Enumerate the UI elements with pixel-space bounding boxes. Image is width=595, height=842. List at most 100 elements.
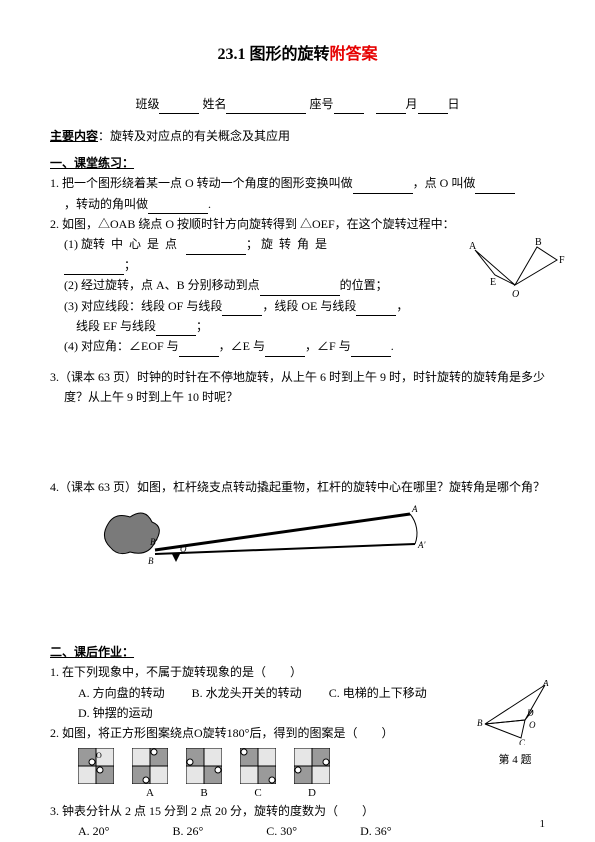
student-info-line: 班级 姓名 座号 月 日	[50, 94, 545, 114]
q1-t3: ，转动的角叫做	[50, 197, 148, 211]
lbl-A: A	[469, 241, 477, 252]
hw1-a: A. 方向盘的转动	[78, 683, 165, 703]
q2-3b1	[222, 302, 262, 316]
hw2-lblC: C	[240, 787, 276, 799]
lever-bar1	[155, 514, 410, 550]
q1-blank2	[475, 180, 515, 194]
q2-4b: ，∠E 与	[219, 339, 265, 353]
svg-text:B: B	[148, 556, 154, 566]
svg-text:O: O	[180, 544, 187, 554]
label-seat: 座号	[309, 97, 333, 111]
q2-3e: ；	[196, 319, 208, 333]
svg-text:B': B'	[150, 537, 158, 547]
q1-t1: 1. 把一个图形绕着某一点 O 转动一个角度的图形变换叫做	[50, 176, 353, 190]
q2-3b: ，线段 OE 与线段	[262, 299, 356, 313]
lbl-E: E	[490, 277, 496, 288]
q2-2-blank	[260, 282, 340, 296]
q4-workspace	[50, 586, 545, 636]
hw3-b: B. 26°	[172, 821, 203, 841]
lever-svg: B' B O A A'	[90, 502, 430, 572]
hw2-A: A	[132, 748, 168, 799]
lbl-F: F	[559, 255, 565, 266]
page-title: 23.1 图形的旋转附答案	[50, 40, 545, 64]
hw1-q: 1. 在下列现象中，不属于旋转现象的是（ ）	[50, 662, 545, 682]
q3-l2: 度？从上午 9 时到上午 10 时呢？	[50, 387, 545, 407]
label-name: 姓名	[202, 97, 226, 111]
hw2-orig: O	[78, 748, 114, 799]
q2-3b3	[156, 322, 196, 336]
q1-blank3	[148, 200, 208, 214]
hw2-lblD: D	[294, 787, 330, 799]
svg-text:B: B	[477, 718, 483, 728]
q3-workspace	[50, 407, 545, 477]
q2-4: (4) 对应角：∠EOF 与，∠E 与，∠F 与.	[50, 336, 545, 356]
tri-svg: A B D O C	[475, 680, 555, 745]
hw1-b: B. 水龙头开关的转动	[192, 683, 302, 703]
fig4-caption: 第 4 题	[475, 751, 555, 767]
q2-1b-blank	[186, 241, 246, 255]
q2-3b2	[356, 302, 396, 316]
q1-end: .	[208, 197, 211, 211]
q2-3d: 线段 EF 与线段	[76, 319, 156, 333]
figure-oab: A B E F O	[465, 235, 565, 309]
hw2-lblB: B	[186, 787, 222, 799]
label-month: 月	[406, 97, 418, 111]
q3-l1: 3.（课本 63 页）时钟的时针在不停地旋转，从上午 6 时到上午 9 时，时针…	[50, 367, 545, 387]
q2-4b2	[265, 343, 305, 357]
hw2-B: B	[186, 748, 222, 799]
hw1-c: C. 电梯的上下移动	[329, 683, 427, 703]
q3: 3.（课本 63 页）时钟的时针在不停地旋转，从上午 6 时到上午 9 时，时针…	[50, 367, 545, 408]
svg-text:A: A	[411, 504, 418, 514]
svg-text:A': A'	[417, 540, 426, 550]
q2-4b1	[179, 343, 219, 357]
svg-text:C: C	[519, 738, 526, 745]
svg-text:O: O	[96, 751, 102, 760]
hw3-a: A. 20°	[78, 821, 109, 841]
main-content-text: ：旋转及对应点的有关概念及其应用	[98, 129, 290, 143]
lbl-O: O	[512, 289, 519, 300]
q2-4d: .	[391, 339, 394, 353]
lbl-B: B	[535, 237, 542, 248]
section2-head: 二、课后作业：	[50, 642, 545, 662]
svg-text:D: D	[526, 708, 534, 718]
q2-4b3	[351, 343, 391, 357]
q2-1a: (1) 旋	[64, 237, 93, 251]
figure-lever: B' B O A A'	[90, 502, 545, 576]
blank-month	[376, 100, 406, 114]
hw2-lblA: A	[132, 787, 168, 799]
q2-1d: 旋转角是	[261, 237, 333, 251]
arc	[410, 514, 417, 544]
q1-t2: ，点 O 叫做	[413, 176, 476, 190]
q2-2a: (2) 经过旋转，点 A、B 分别移动到点	[64, 278, 260, 292]
hw3-d: D. 36°	[360, 821, 391, 841]
label-day: 日	[448, 97, 460, 111]
q1-blank1	[353, 180, 413, 194]
q2-3a: (3) 对应线段：线段 OF 与线段	[64, 299, 222, 313]
svg-text:A: A	[542, 680, 549, 688]
main-content-line: 主要内容：旋转及对应点的有关概念及其应用	[50, 126, 545, 146]
hw1-opts: A. 方向盘的转动 B. 水龙头开关的转动 C. 电梯的上下移动 D. 钟摆的运…	[50, 683, 545, 724]
hw2-D: D	[294, 748, 330, 799]
figure-q4-tri: A B D O C 第 4 题	[475, 680, 555, 767]
hw2-C: C	[240, 748, 276, 799]
oab-svg: A B E F O	[465, 235, 565, 305]
hw3-q: 3. 钟表分针从 2 点 15 分到 2 点 20 分，旋转的度数为（ ）	[50, 801, 545, 821]
label-class: 班级	[135, 97, 159, 111]
q2-1sp: 转中心是点	[93, 237, 183, 251]
blank-name	[226, 100, 306, 114]
main-content-label: 主要内容	[50, 129, 98, 143]
hw3-c: C. 30°	[266, 821, 297, 841]
hw1-d: D. 钟摆的运动	[78, 703, 153, 723]
svg-text:O: O	[529, 720, 536, 730]
title-red: 附答案	[330, 46, 378, 63]
q2-2b: 的位置；	[340, 278, 388, 292]
hw3-opts: A. 20° B. 26° C. 30° D. 36°	[50, 821, 545, 841]
q1: 1. 把一个图形绕着某一点 O 转动一个角度的图形变换叫做 ，点 O 叫做 ，转动…	[50, 173, 545, 214]
title-black: 23.1 图形的旋转	[217, 46, 329, 63]
page-number: 1	[540, 818, 546, 830]
blank-class	[159, 100, 199, 114]
blank-day	[418, 100, 448, 114]
fulcrum	[172, 554, 180, 562]
q2-4a: (4) 对应角：∠EOF 与	[64, 339, 179, 353]
blank-seat	[334, 100, 364, 114]
